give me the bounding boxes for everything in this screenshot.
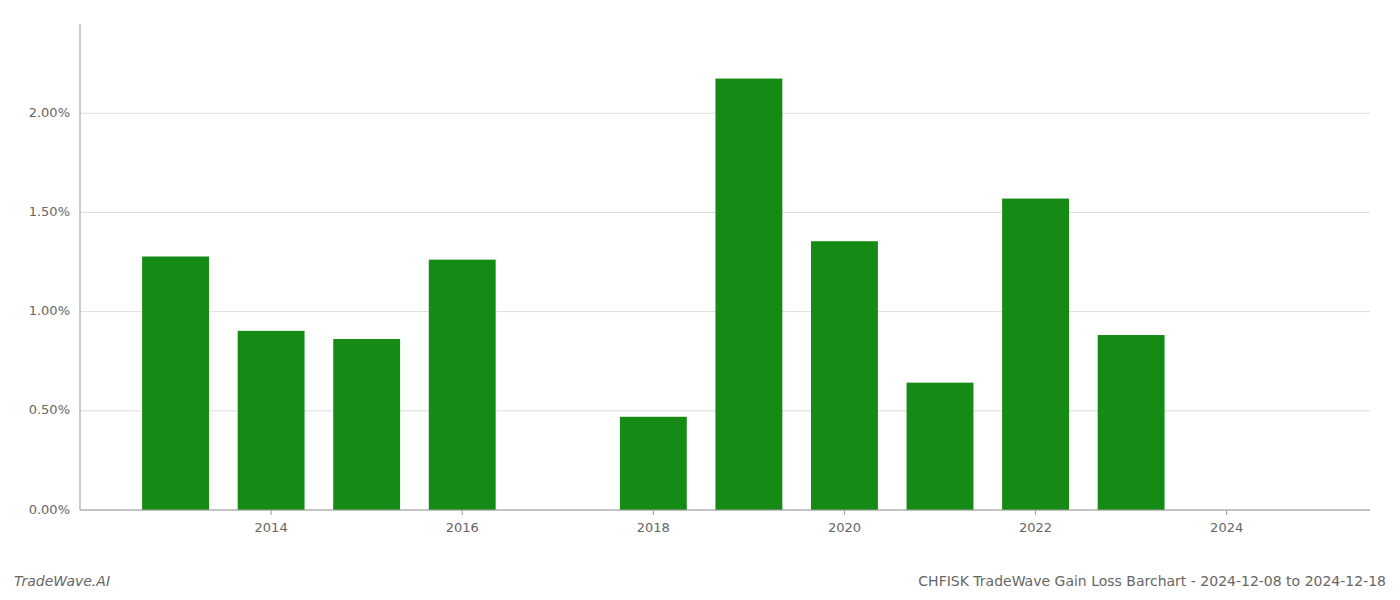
x-ticks: 2014 2016 2018 2020 2022 2024 <box>255 510 1244 535</box>
y-tick-label: 1.00% <box>29 303 70 318</box>
x-tick <box>1226 510 1227 515</box>
bar <box>907 383 974 510</box>
bars <box>142 79 1164 510</box>
y-axis-line <box>80 24 81 510</box>
watermark: TradeWave.AI <box>14 573 110 589</box>
x-tick <box>844 510 845 515</box>
x-tick-label: 2024 <box>1210 520 1243 535</box>
x-tick-label: 2022 <box>1019 520 1052 535</box>
y-tick-label: 0.50% <box>29 402 70 417</box>
bar <box>1002 199 1069 510</box>
y-tick-label: 1.50% <box>29 204 70 219</box>
x-tick <box>271 510 272 515</box>
y-tick-label: 2.00% <box>29 105 70 120</box>
y-tick-labels: 0.00% 0.50% 1.00% 1.50% 2.00% <box>29 105 70 517</box>
x-tick <box>462 510 463 515</box>
bar <box>429 260 496 510</box>
chart-svg: 0.00% 0.50% 1.00% 1.50% 2.00% 2014 2016 2018 202… <box>0 0 1400 600</box>
x-axis-line <box>80 510 1370 511</box>
x-tick-label: 2014 <box>255 520 288 535</box>
grid-line <box>80 510 1370 511</box>
bar <box>142 256 209 510</box>
bar <box>1098 335 1165 510</box>
x-tick-label: 2020 <box>828 520 861 535</box>
title: CHFISK TradeWave Gain Loss Barchart - 20… <box>918 573 1386 589</box>
y-tick-label: 0.00% <box>29 502 70 517</box>
bar <box>238 331 305 510</box>
x-tick-label: 2016 <box>446 520 479 535</box>
bar <box>811 241 878 510</box>
x-tick-label: 2018 <box>637 520 670 535</box>
bar <box>333 339 400 510</box>
x-tick <box>653 510 654 515</box>
x-tick <box>1035 510 1036 515</box>
page: {"chart_data": {"type": "bar", "title": … <box>0 0 1400 600</box>
bar <box>620 417 687 510</box>
bar <box>715 79 782 510</box>
chart-container: 0.00% 0.50% 1.00% 1.50% 2.00% 2014 2016 2018 202… <box>0 0 1400 600</box>
